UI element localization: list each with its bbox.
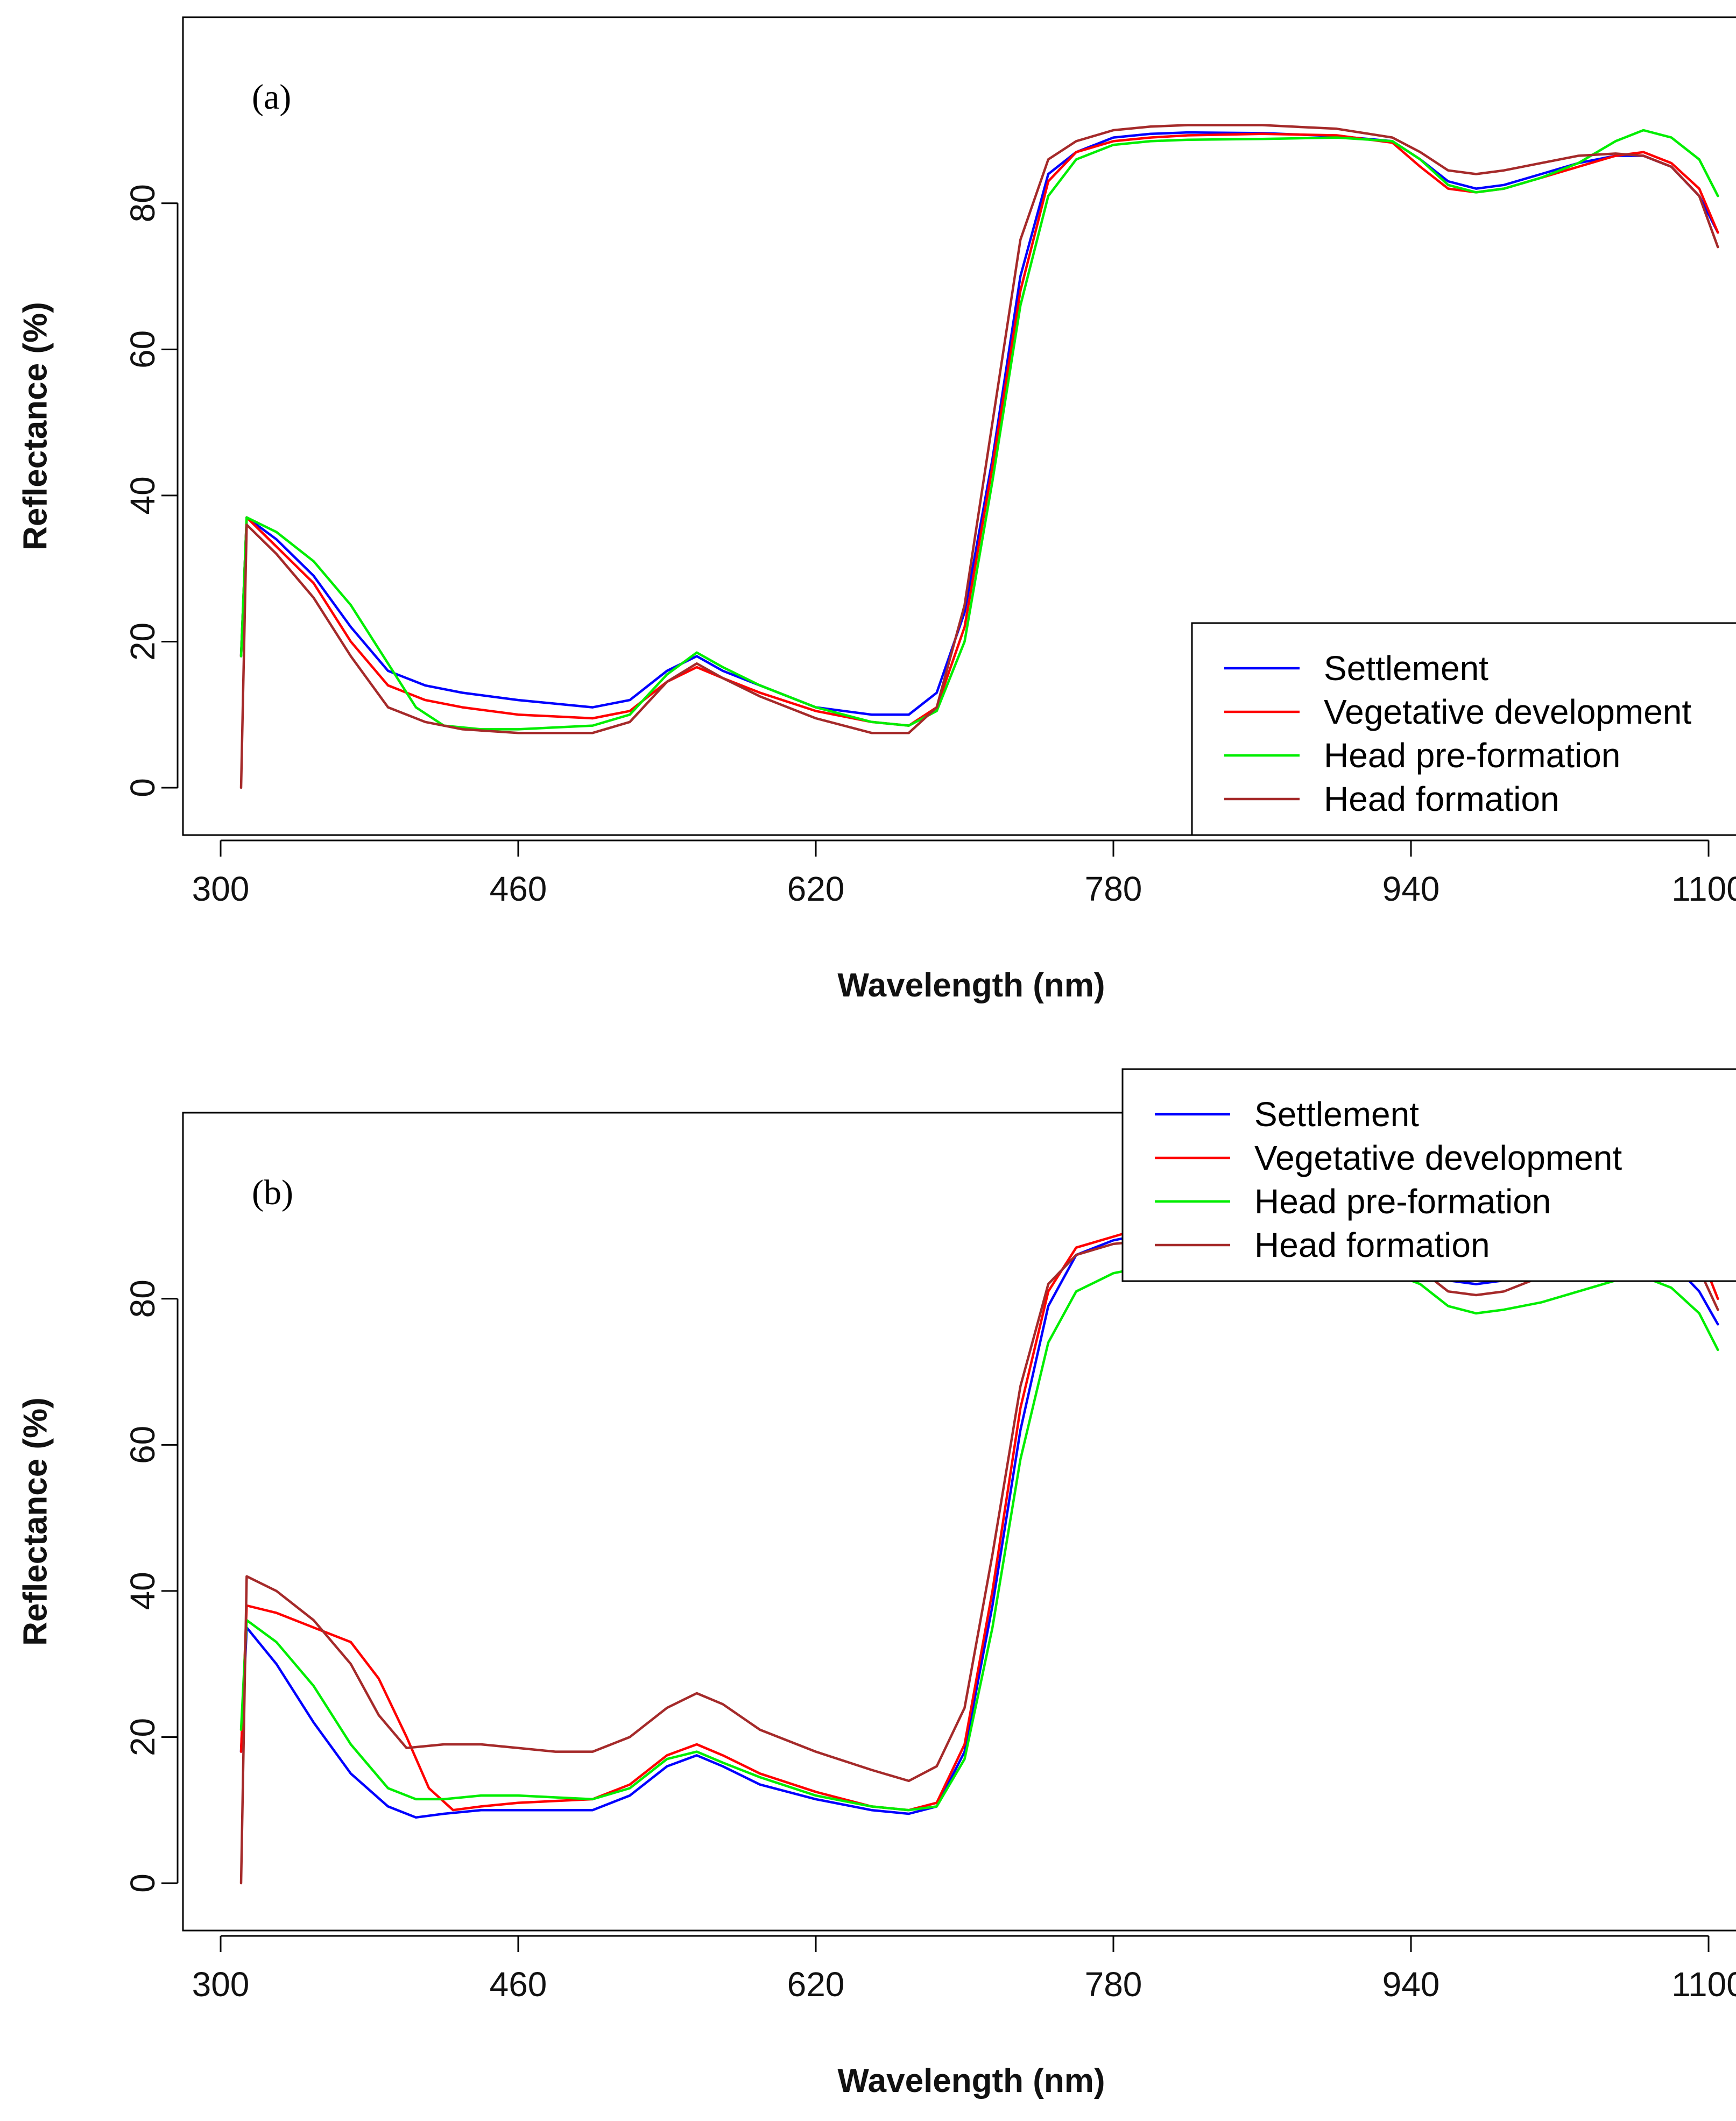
- x-tick-label: 620: [787, 869, 845, 908]
- legend-entry-label: Head formation: [1324, 780, 1559, 818]
- legend-entry-label: Vegetative development: [1324, 692, 1691, 731]
- series-line-head-formation: [239, 124, 1719, 789]
- legend: Settlement Vegetative development Head pre…: [1121, 1068, 1736, 1282]
- y-tick-label: 0: [123, 1873, 162, 1893]
- panel-label: (b): [252, 1173, 293, 1212]
- y-axis-title: Reflectance (%): [17, 302, 54, 550]
- y-tick-label: 80: [123, 1279, 162, 1318]
- x-tick-label: 300: [192, 1965, 250, 2004]
- legend-entry-label: Settlement: [1324, 649, 1488, 688]
- x-tick-label: 780: [1085, 1965, 1142, 2004]
- x-tick-label: 460: [490, 869, 547, 908]
- x-tick-label: 940: [1382, 869, 1440, 908]
- y-tick-label: 20: [123, 623, 162, 661]
- x-axis-title: Wavelength (nm): [837, 2062, 1105, 2099]
- y-tick-label: 60: [123, 1426, 162, 1464]
- panel-label: (a): [252, 77, 291, 117]
- y-tick-label: 20: [123, 1718, 162, 1756]
- x-tick-label: 780: [1085, 869, 1142, 908]
- x-tick-label: 460: [490, 1965, 547, 2004]
- series-line-head-pre-formation: [239, 1259, 1719, 1812]
- legend-entry-label: Head formation: [1254, 1226, 1490, 1264]
- y-tick-label: 80: [123, 184, 162, 222]
- y-axis-title: Reflectance (%): [17, 1397, 54, 1646]
- legend-entry-label: Head pre-formation: [1254, 1182, 1551, 1221]
- legend-entry-label: Vegetative development: [1254, 1139, 1622, 1177]
- x-tick-label: 940: [1382, 1965, 1440, 2004]
- x-tick-label: 300: [192, 869, 250, 908]
- plot-frame: [182, 1112, 1736, 1932]
- legend-entry-label: Settlement: [1254, 1095, 1419, 1134]
- y-tick-label: 0: [123, 778, 162, 797]
- y-tick-label: 60: [123, 330, 162, 369]
- series-line-head-formation: [239, 1235, 1719, 1885]
- y-tick-label: 40: [123, 1572, 162, 1610]
- legend: Settlement Vegetative development Head pre…: [1191, 622, 1736, 836]
- plot-frame: [182, 16, 1736, 836]
- series-line-settlement: [239, 1224, 1719, 1819]
- x-tick-label: 620: [787, 1965, 845, 2004]
- series-line-head-pre-formation: [239, 129, 1719, 731]
- legend-entry-label: Head pre-formation: [1324, 736, 1620, 775]
- series-line-vegetative-development: [239, 1213, 1719, 1812]
- y-tick-label: 40: [123, 476, 162, 514]
- x-axis-title: Wavelength (nm): [837, 967, 1105, 1004]
